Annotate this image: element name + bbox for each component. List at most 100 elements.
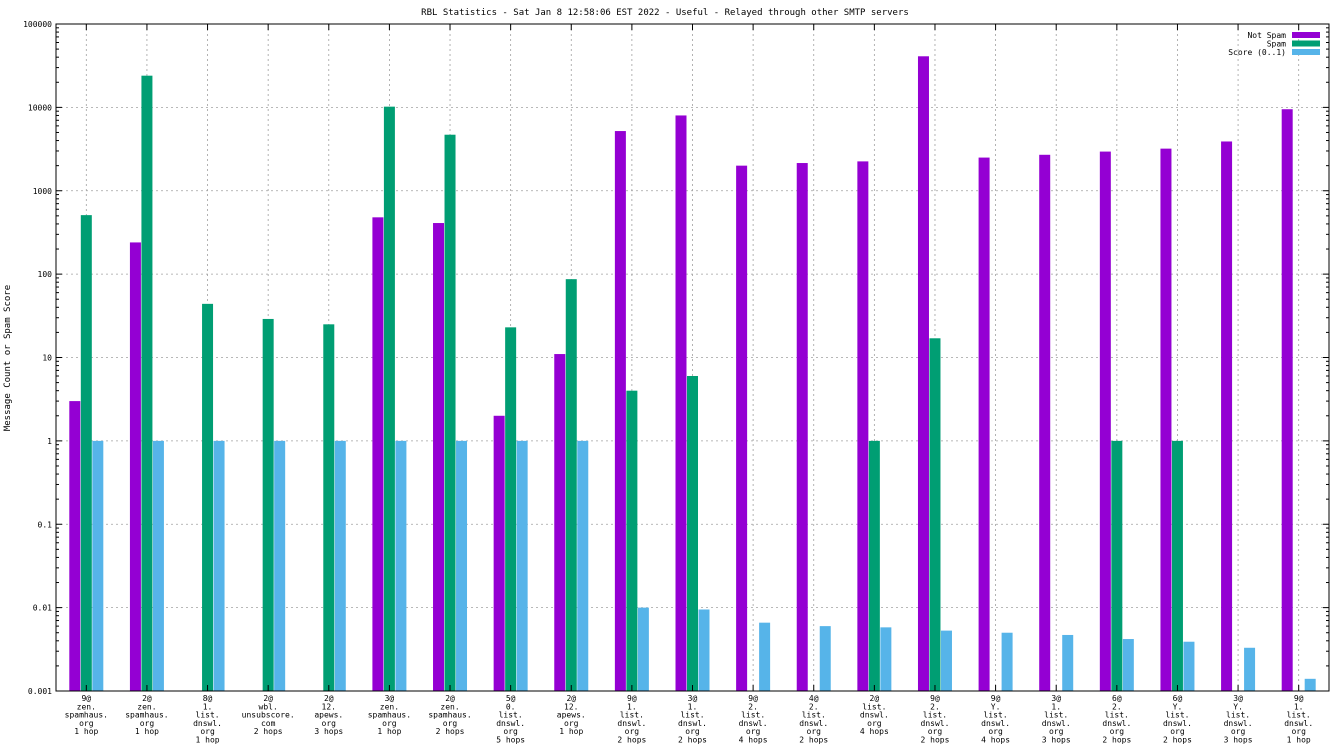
x-tick-label-line: dnswl. xyxy=(799,719,828,728)
x-tick-label-line: dnswl. xyxy=(678,719,707,728)
x-tick-label-line: org xyxy=(746,727,761,736)
x-tick-label-line: unsubscore. xyxy=(242,711,295,720)
x-tick-label-line: list. xyxy=(984,711,1008,720)
x-tick-label-line: zen. xyxy=(77,702,96,711)
y-tick-label: 100000 xyxy=(23,20,52,29)
bar-not-spam xyxy=(675,115,687,691)
x-tick-label: 3@ Y. list. dnswl. org 3 hops xyxy=(1224,694,1253,745)
x-tick-label-line: list. xyxy=(741,711,765,720)
bar-spam xyxy=(868,440,880,691)
x-tick-label: 2@ 12. apews. org 1 hop xyxy=(557,694,586,736)
x-tick-label-line: 2@ xyxy=(263,694,273,703)
bar-not-spam xyxy=(1221,141,1233,692)
x-tick-label-line: zen. xyxy=(440,702,459,711)
x-tick-label-line: 9@ xyxy=(748,694,758,703)
bar-not-spam xyxy=(433,223,445,691)
bar-spam xyxy=(929,338,941,691)
x-tick-label: 9@ 2. list. dnswl. org 2 hops xyxy=(921,694,950,745)
x-tick-label-line: 1. xyxy=(1294,702,1304,711)
x-tick-label-line: 2@ xyxy=(566,694,576,703)
x-tick-label: 4@ 2. list. dnswl. org 2 hops xyxy=(799,694,828,745)
bar-not-spam xyxy=(978,157,990,691)
bar-spam xyxy=(505,327,517,691)
x-tick-label-line: org xyxy=(322,719,337,728)
x-tick-label-line: 3 hops xyxy=(1224,736,1253,745)
x-tick-label: 3@ 1. list. dnswl. org 2 hops xyxy=(678,694,707,745)
x-tick-label: 3@ zen. spamhaus. org 1 hop xyxy=(368,694,411,736)
x-tick-label-line: 9@ xyxy=(81,694,91,703)
x-tick-label-line: org xyxy=(382,719,397,728)
bar-score-0-1 xyxy=(819,626,831,691)
x-tick-label-line: 12. xyxy=(322,702,336,711)
y-tick-label: 0.001 xyxy=(28,687,52,696)
x-tick-label-line: 4 hops xyxy=(981,736,1010,745)
x-tick-label-line: 1. xyxy=(203,702,213,711)
x-tick-label: 9@ 2. list. dnswl. org 4 hops xyxy=(739,694,768,745)
x-tick-label-line: org xyxy=(1170,727,1185,736)
x-tick-label-line: 9@ xyxy=(1294,694,1304,703)
x-tick-label-line: 1 hop xyxy=(559,727,583,736)
x-tick-label-line: list. xyxy=(1165,711,1189,720)
bar-score-0-1 xyxy=(92,440,104,691)
bar-spam xyxy=(80,215,92,691)
x-tick-label-line: list. xyxy=(1287,711,1311,720)
x-tick-label-line: 5@ xyxy=(506,694,516,703)
x-tick-label-line: zen. xyxy=(137,702,156,711)
bar-spam xyxy=(141,75,153,692)
x-tick-label-line: list. xyxy=(1105,711,1129,720)
x-tick-label: 6@ 2. list. dnswl. org 2 hops xyxy=(1102,694,1131,745)
x-tick-label-line: 3 hops xyxy=(314,727,343,736)
bars xyxy=(69,56,1316,692)
y-tick-label: 100 xyxy=(38,270,53,279)
y-tick-label: 1 xyxy=(47,437,52,446)
x-tick-label-line: Y. xyxy=(1233,702,1243,711)
x-tick-label-line: org xyxy=(1110,727,1125,736)
x-tick-label-line: spamhaus. xyxy=(125,711,168,720)
x-tick-label-line: org xyxy=(1049,727,1064,736)
x-tick-label-line: apews. xyxy=(557,711,586,720)
x-tick-label: 6@ Y. list. dnswl. org 2 hops xyxy=(1163,694,1192,745)
x-tick-label-line: 2 hops xyxy=(799,736,828,745)
x-tick-label-line: org xyxy=(140,719,155,728)
legend-label: Spam xyxy=(1267,40,1286,49)
x-tick-label-line: 2. xyxy=(930,702,940,711)
x-tick-label-line: 2 hops xyxy=(617,736,646,745)
x-tick-label-line: dnswl. xyxy=(1224,719,1253,728)
bar-spam xyxy=(383,106,395,691)
x-tick-label-line: wbl. xyxy=(259,702,278,711)
x-tick-label-line: 1 hop xyxy=(196,736,220,745)
x-tick-label-line: 2. xyxy=(809,702,819,711)
bar-not-spam xyxy=(493,415,505,691)
x-tick-label: 2@ zen. spamhaus. org 2 hops xyxy=(428,694,471,736)
x-tick-label: 5@ 0. list. dnswl. org 5 hops xyxy=(496,694,525,745)
x-tick-label-line: dnswl. xyxy=(1284,719,1313,728)
x-tick-label-line: spamhaus. xyxy=(428,711,471,720)
x-tick-label-line: org xyxy=(443,719,458,728)
bar-not-spam xyxy=(69,401,81,691)
x-tick-label-line: dnswl. xyxy=(1102,719,1131,728)
y-tick-label: 1000 xyxy=(33,187,52,196)
bar-not-spam xyxy=(1099,151,1111,691)
y-axis-ticks: 0.001 0.01 0.1 1 10 100 1000 10000 100000 xyxy=(23,20,1329,696)
x-tick-label-line: list. xyxy=(196,711,220,720)
x-tick-label-line: Y. xyxy=(1173,702,1183,711)
bar-not-spam xyxy=(614,131,626,691)
x-tick-label: 9@ zen. spamhaus. org 1 hop xyxy=(65,694,108,736)
x-tick-label-line: list. xyxy=(802,711,826,720)
x-tick-label-line: dnswl. xyxy=(1042,719,1071,728)
x-tick-label-line: 2 hops xyxy=(1163,736,1192,745)
x-tick-label: 9@ 1. list. dnswl. org 2 hops xyxy=(617,694,646,745)
bar-score-0-1 xyxy=(1304,678,1316,691)
bar-score-0-1 xyxy=(395,440,407,691)
x-tick-label-line: dnswl. xyxy=(617,719,646,728)
bar-not-spam xyxy=(1160,148,1172,691)
x-tick-label-line: 2 hops xyxy=(678,736,707,745)
x-tick-label-line: 3 hops xyxy=(1042,736,1071,745)
legend-swatch xyxy=(1292,49,1320,55)
x-tick-label-line: org xyxy=(867,719,882,728)
x-tick-label-line: 2 hops xyxy=(921,736,950,745)
x-tick-label-line: org xyxy=(503,727,518,736)
bar-score-0-1 xyxy=(1244,647,1256,691)
bar-spam xyxy=(687,375,698,691)
